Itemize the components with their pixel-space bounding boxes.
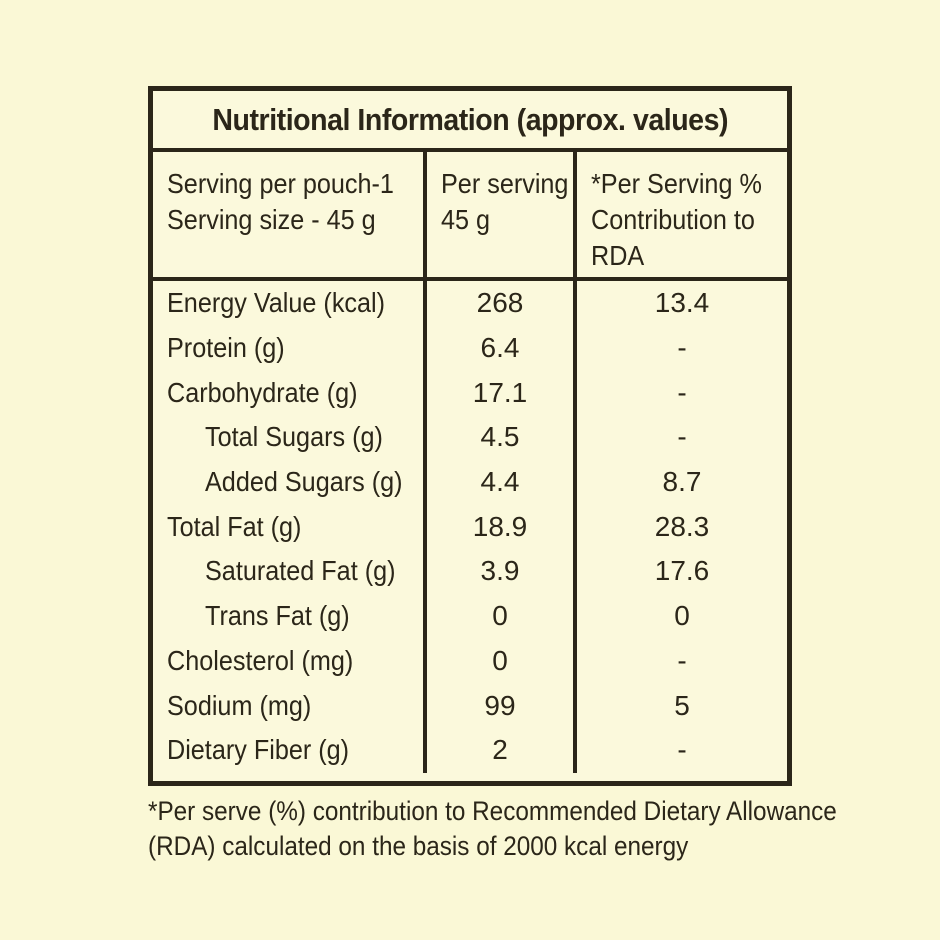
table-body: Energy Value (kcal) 268 13.4 Protein (g)… — [153, 281, 787, 773]
header-per-serving-line1: Per serving — [441, 168, 569, 199]
table-row-energy: Energy Value (kcal) 268 13.4 — [153, 281, 787, 326]
table-row-added-sugars: Added Sugars (g) 4.4 8.7 — [153, 459, 787, 505]
table-row-total-fat: Total Fat (g) 18.9 28.3 — [153, 504, 787, 550]
nutrient-label: Cholesterol (mg) — [167, 644, 354, 676]
rda-value: 8.7 — [662, 466, 702, 498]
rda-value: 17.6 — [654, 555, 710, 587]
table-row-sodium: Sodium (mg) 99 5 — [153, 683, 787, 728]
header-serving-per-pouch: Serving per pouch-1 — [167, 168, 394, 199]
per-serving-value: 4.5 — [427, 415, 577, 460]
nutrition-facts-table: Nutritional Information (approx. values)… — [148, 86, 792, 786]
nutrient-label: Saturated Fat (g) — [205, 555, 396, 587]
per-serving-value: 2 — [427, 727, 577, 773]
table-row-dietary-fiber: Dietary Fiber (g) 2 - — [153, 727, 787, 773]
table-title: Nutritional Information (approx. values) — [212, 101, 728, 137]
nutrient-label: Sodium (mg) — [167, 689, 312, 721]
table-title-row: Nutritional Information (approx. values) — [153, 91, 787, 152]
per-serving-value: 6.4 — [427, 325, 577, 371]
rda-value: 28.3 — [654, 510, 710, 542]
per-serving-value: 4.4 — [427, 459, 577, 505]
header-rda-line3: RDA — [591, 240, 645, 271]
header-rda-contribution: *Per Serving % Contribution to RDA — [577, 152, 787, 277]
nutrient-label: Protein (g) — [167, 332, 285, 364]
rda-footnote: *Per serve (%) contribution to Recommend… — [148, 794, 913, 864]
header-per-serving: Per serving 45 g — [427, 152, 577, 277]
table-header-row: Serving per pouch-1 Serving size - 45 g … — [153, 152, 787, 281]
nutrient-label: Total Sugars (g) — [205, 421, 383, 453]
per-serving-value: 268 — [427, 281, 577, 326]
per-serving-value: 0 — [427, 638, 577, 684]
footnote-line2: (RDA) calculated on the basis of 2000 kc… — [148, 831, 689, 861]
nutrient-label: Energy Value (kcal) — [167, 287, 386, 319]
nutrient-label: Trans Fat (g) — [205, 600, 350, 632]
per-serving-value: 18.9 — [427, 504, 577, 550]
per-serving-value: 17.1 — [427, 370, 577, 416]
table-row-total-sugars: Total Sugars (g) 4.5 - — [153, 415, 787, 460]
rda-value: - — [677, 421, 687, 453]
per-serving-value: 3.9 — [427, 549, 577, 594]
header-rda-line2: Contribution to — [591, 204, 755, 235]
nutrient-label: Carbohydrate (g) — [167, 376, 358, 408]
table-row-protein: Protein (g) 6.4 - — [153, 325, 787, 371]
nutrient-label: Added Sugars (g) — [205, 466, 403, 498]
header-serving-info: Serving per pouch-1 Serving size - 45 g — [153, 152, 427, 277]
nutrient-label: Total Fat (g) — [167, 510, 302, 542]
rda-value: 13.4 — [654, 287, 710, 319]
rda-value: 0 — [674, 600, 690, 632]
rda-value: - — [677, 332, 687, 364]
rda-value: 5 — [674, 689, 690, 721]
table-row-cholesterol: Cholesterol (mg) 0 - — [153, 638, 787, 684]
header-per-serving-line2: 45 g — [441, 204, 491, 235]
nutrient-label: Dietary Fiber (g) — [167, 734, 350, 766]
table-row-carbohydrate: Carbohydrate (g) 17.1 - — [153, 370, 787, 416]
per-serving-value: 0 — [427, 593, 577, 639]
footnote-line1: *Per serve (%) contribution to Recommend… — [148, 796, 837, 826]
header-rda-line1: *Per Serving % — [591, 168, 762, 199]
table-row-trans-fat: Trans Fat (g) 0 0 — [153, 593, 787, 639]
header-serving-size: Serving size - 45 g — [167, 204, 376, 235]
rda-value: - — [677, 734, 687, 766]
per-serving-value: 99 — [427, 683, 577, 728]
rda-value: - — [677, 644, 687, 676]
rda-value: - — [677, 376, 687, 408]
table-row-saturated-fat: Saturated Fat (g) 3.9 17.6 — [153, 549, 787, 594]
